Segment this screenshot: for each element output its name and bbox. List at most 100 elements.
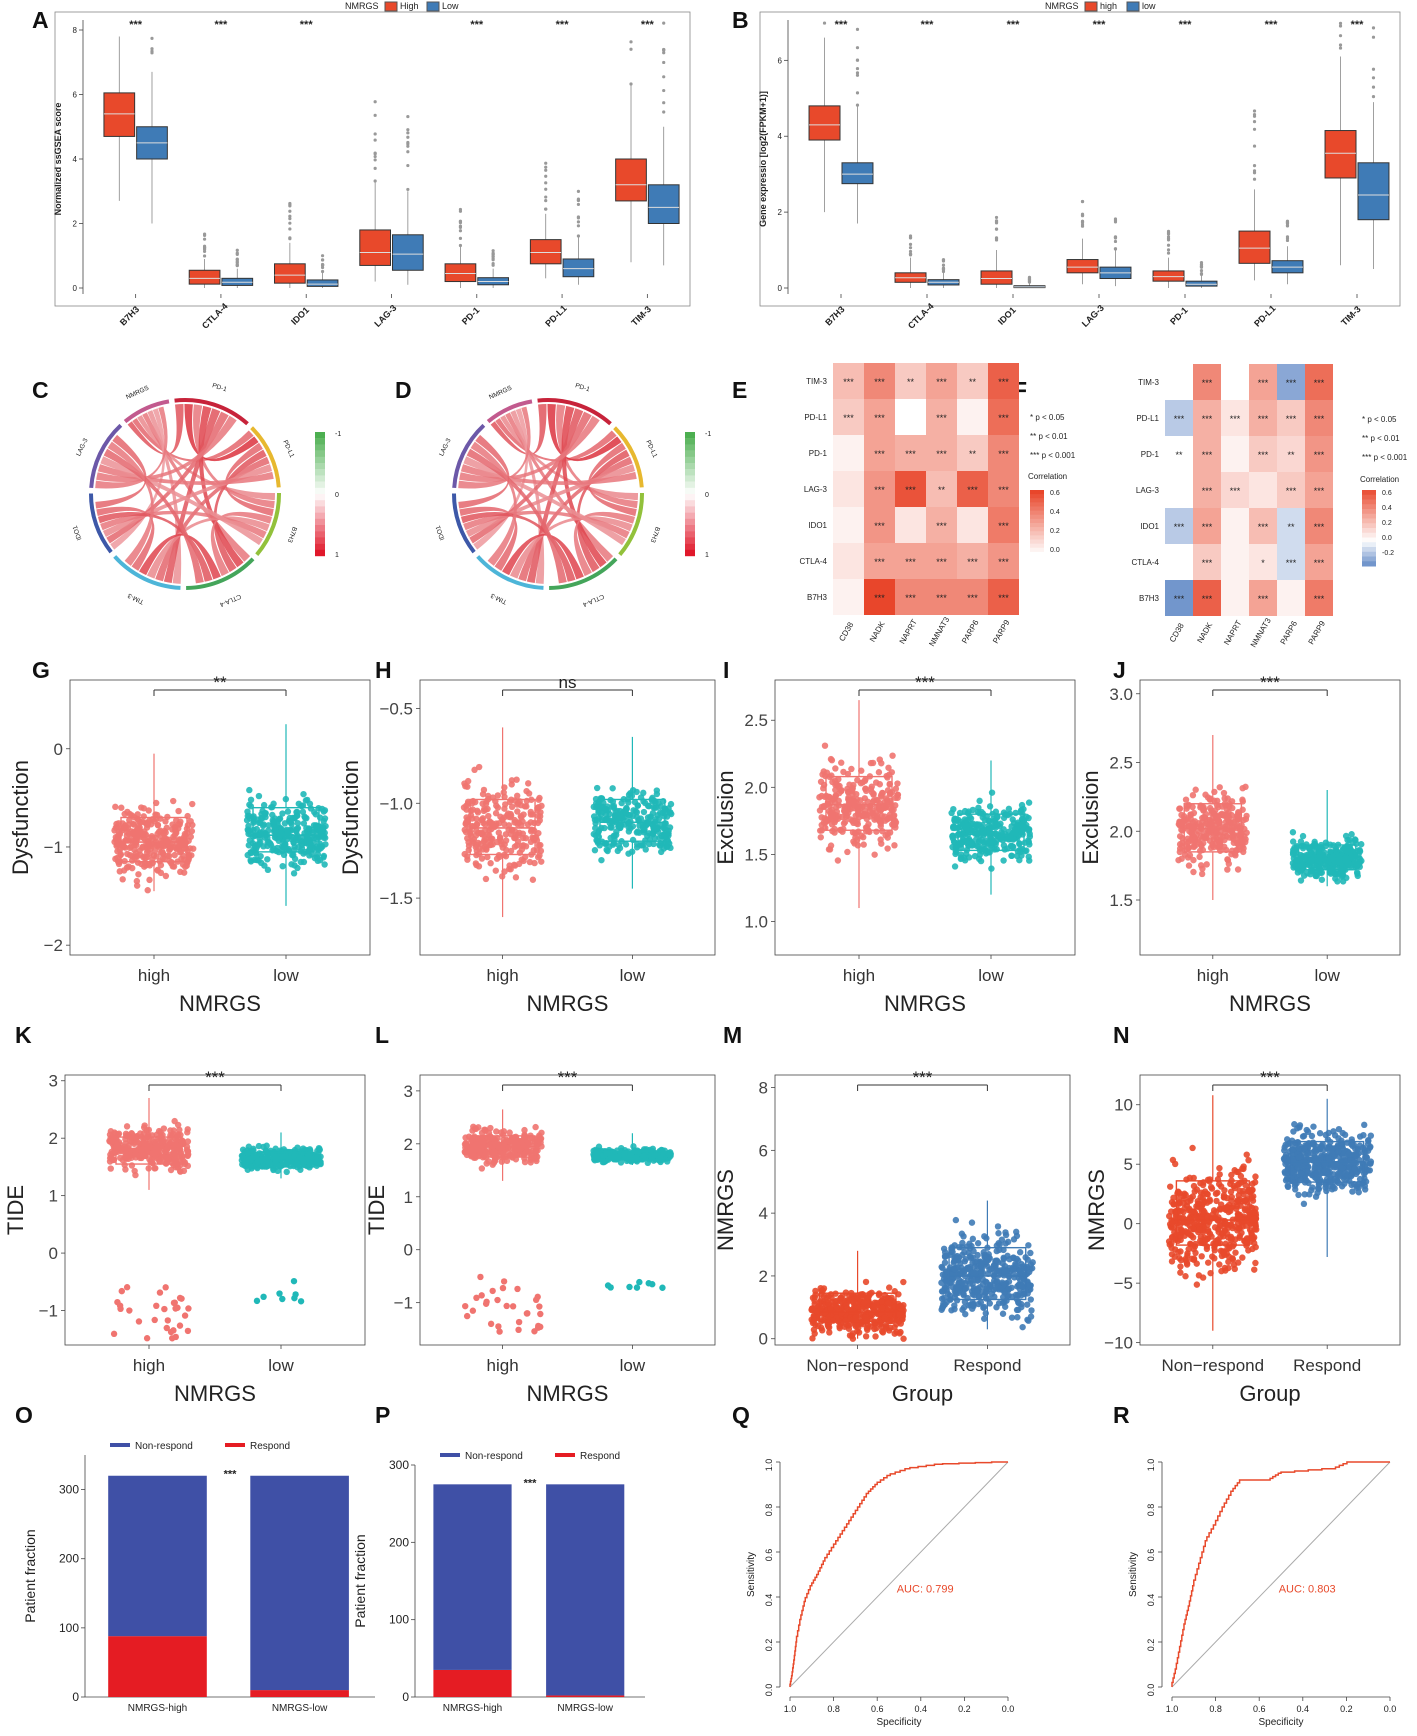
panel-K-outlier-point [291, 1294, 298, 1302]
panel-C-sector-label: TIM-3 [126, 591, 145, 605]
panel-A-outlier [662, 88, 666, 93]
panel-K-point-high [115, 1130, 123, 1137]
panel-F-cell-star: *** [1202, 378, 1213, 388]
panel-H-point-high [464, 853, 471, 860]
panel-G-point-low [246, 786, 253, 794]
panel-K-outlier-point [253, 1297, 261, 1305]
panel-M-point-nonrespond [828, 1294, 835, 1301]
panel-H-point-high [523, 787, 530, 795]
panel-K-point-high [148, 1156, 155, 1164]
panel-K-outlier-point [170, 1327, 177, 1334]
panel-B-legend-low-swatch [1126, 1, 1140, 12]
panel-M-point-nonrespond [872, 1333, 879, 1340]
panel-I-point-high [870, 791, 877, 798]
panel-B-category-label: IDO1 [996, 305, 1018, 327]
panel-E-cell-star: *** [998, 593, 1009, 603]
panel-H-point-low [592, 824, 599, 832]
panel-H-point-low [630, 807, 637, 814]
panel-G-point-high [132, 850, 140, 857]
panel-K-point-high [170, 1141, 178, 1149]
panel-E-cell-star: *** [998, 377, 1009, 387]
panel-G-point-high [126, 810, 134, 818]
panel-G-point-low [300, 790, 307, 798]
panel-C-colorbar-step [315, 500, 325, 507]
panel-B-box-high [1066, 259, 1099, 274]
panel-G-point-low [301, 839, 308, 846]
panel-F-legend-step [1362, 518, 1376, 524]
panel-label-I: I [723, 657, 729, 683]
panel-E-cell [864, 363, 895, 399]
panel-K-y-tick-label: 2 [49, 1129, 58, 1148]
panel-M-point-nonrespond [895, 1291, 902, 1298]
panel-K-point-high [176, 1126, 183, 1134]
panel-J-point-high [1214, 797, 1221, 805]
panel-H-point-high [473, 821, 481, 828]
panel-G-point-low [257, 838, 264, 846]
panel-B-box-high [980, 270, 1013, 285]
panel-A-box-high [103, 92, 136, 137]
panel-K-point-high [128, 1162, 136, 1169]
panel-E-cell-star: *** [843, 413, 854, 423]
panel-E-cell [895, 399, 926, 435]
panel-I-point-high [873, 779, 880, 786]
panel-M-point-nonrespond [882, 1325, 890, 1332]
panel-J-point-low [1316, 854, 1323, 862]
panel-E-cell-star: *** [905, 485, 916, 495]
panel-C-sector-arc [174, 398, 249, 426]
panel-G-point-low [255, 792, 263, 800]
panel-C-colorbar-step [315, 487, 325, 495]
panel-H-point-high [534, 806, 541, 814]
panel-K-y-label: TIDE [3, 1185, 28, 1235]
panel-E-cell [926, 399, 957, 435]
panel-F-cell [1305, 580, 1333, 616]
panel-H-point-high [517, 813, 525, 820]
panel-I-point-low [982, 837, 990, 844]
panel-L-point-high [490, 1135, 497, 1142]
panel-J-point-high [1203, 861, 1210, 868]
panel-B-y-label: Gene expressio [log2(FPKM+1)] [758, 91, 768, 227]
panel-F-cell-star: * [1261, 558, 1265, 568]
panel-I-point-high [849, 785, 856, 792]
panel-L-point-high [493, 1128, 500, 1135]
panel-I-point-high [882, 795, 890, 802]
panel-K-point-high [167, 1166, 175, 1174]
panel-K-outlier-point [162, 1284, 169, 1291]
panel-K-point-high [184, 1126, 191, 1133]
panel-J-y-tick-label: 2.0 [1109, 822, 1133, 841]
panel-G-point-high [162, 829, 169, 836]
panel-A-outlier [491, 249, 495, 253]
panel-J-point-high [1187, 811, 1194, 819]
panel-I-point-high [832, 792, 840, 800]
panel-B-outlier [908, 242, 913, 246]
panel-I-point-low [1023, 847, 1030, 854]
panel-F-cell [1221, 544, 1249, 580]
panel-D-chord-link [459, 415, 600, 483]
panel-E-cell [988, 579, 1019, 615]
panel-H-point-high [513, 776, 520, 783]
panel-G-point-low [264, 856, 271, 863]
panel-K-box [247, 1151, 315, 1168]
panel-F-cell [1305, 472, 1333, 508]
panel-H-point-high [465, 842, 473, 850]
panel-B-significance: *** [1007, 19, 1021, 31]
panel-L-point-high [537, 1139, 544, 1146]
panel-F-cell [1277, 400, 1305, 436]
panel-H-point-high [514, 792, 521, 800]
panel-D-chord [452, 398, 644, 590]
panel-I-point-high [877, 836, 884, 843]
panel-H-point-high [518, 846, 526, 853]
panel-G-point-high [146, 862, 154, 869]
panel-G-point-high [146, 850, 153, 857]
panel-F-cell [1277, 508, 1305, 544]
panel-I-point-high [885, 764, 892, 771]
panel-K-point-high [143, 1140, 151, 1148]
panel-I-point-low [957, 854, 965, 861]
panel-C-chord-link [95, 406, 168, 489]
panel-J-point-high [1221, 795, 1228, 802]
panel-B-outlier [1113, 236, 1118, 240]
panel-D-sector-label: TIM-3 [489, 591, 508, 605]
panel-H-point-low [637, 841, 644, 849]
panel-H-point-high [471, 766, 478, 774]
panel-C-chord-link [100, 510, 267, 539]
